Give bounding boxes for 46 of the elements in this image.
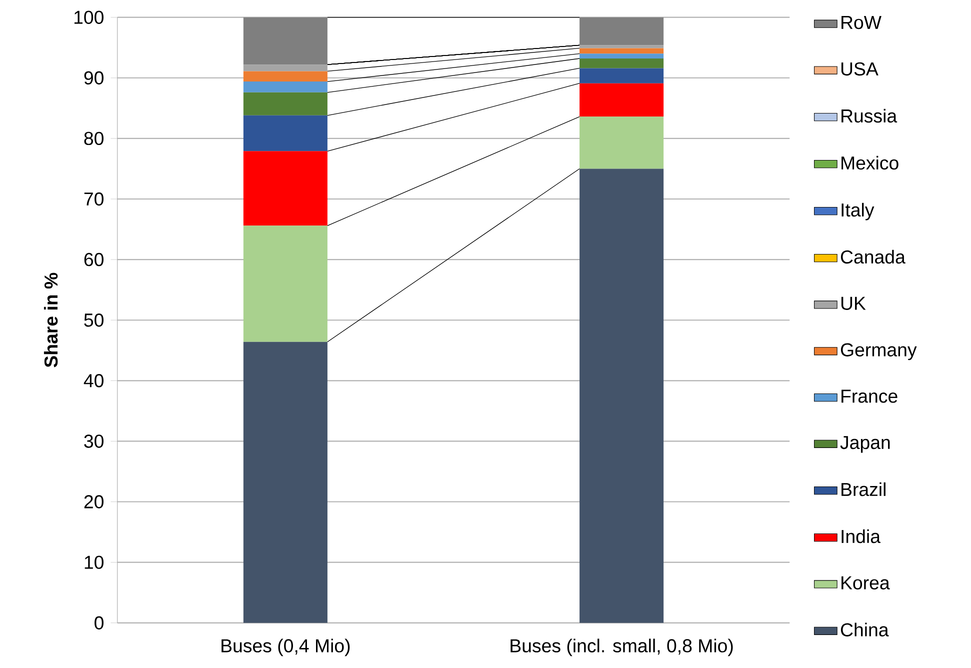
bar [243,342,328,623]
bar [243,71,328,82]
bar [580,68,664,84]
legend-label: India [842,529,881,544]
bar [243,151,328,226]
bar [580,168,664,623]
legend-label: USA [841,62,878,76]
x-tick-label: Buses (incl. small, 0,8 Mio) [510,638,733,656]
bar [243,17,328,64]
y-tick-label: 100 [74,10,104,24]
bar [243,92,328,116]
legend-label: Italy [842,202,874,220]
bar [243,81,328,92]
legend-label: Russia [842,108,898,122]
bar [580,116,664,169]
legend-label: Germany [840,343,917,360]
bar [580,83,664,117]
x-tick-label: Buses (0,4 Mio) [222,638,350,656]
y-tick-label: 70 [84,192,104,206]
bar [243,115,328,152]
y-tick-label: 80 [84,132,104,145]
legend-label: China [840,622,889,636]
legend-label: Japan [840,436,890,453]
legend-label: Canada [840,250,906,264]
legend-label: Korea [842,576,890,590]
legend-label: UK [841,296,866,310]
y-tick-label: 20 [84,495,104,508]
bar [580,54,664,58]
bar [580,45,664,48]
bar [243,226,328,342]
legend-label: France [842,390,898,403]
y-tick-label: 30 [84,434,104,448]
y-axis-title: Share in % [44,272,58,368]
y-tick-label: 60 [84,252,104,266]
y-tick-label: 50 [84,313,104,327]
legend-label: RoW [842,16,882,29]
legend-label: Mexico [842,156,898,170]
bar [580,48,664,54]
legend-label: Brazil [842,482,886,496]
y-tick-label: 40 [84,374,104,388]
y-tick-label: 0 [94,616,104,630]
y-tick-label: 90 [84,71,104,84]
bar [243,64,328,72]
bar [580,58,664,68]
y-tick-label: 10 [84,556,104,569]
bar [580,17,664,46]
